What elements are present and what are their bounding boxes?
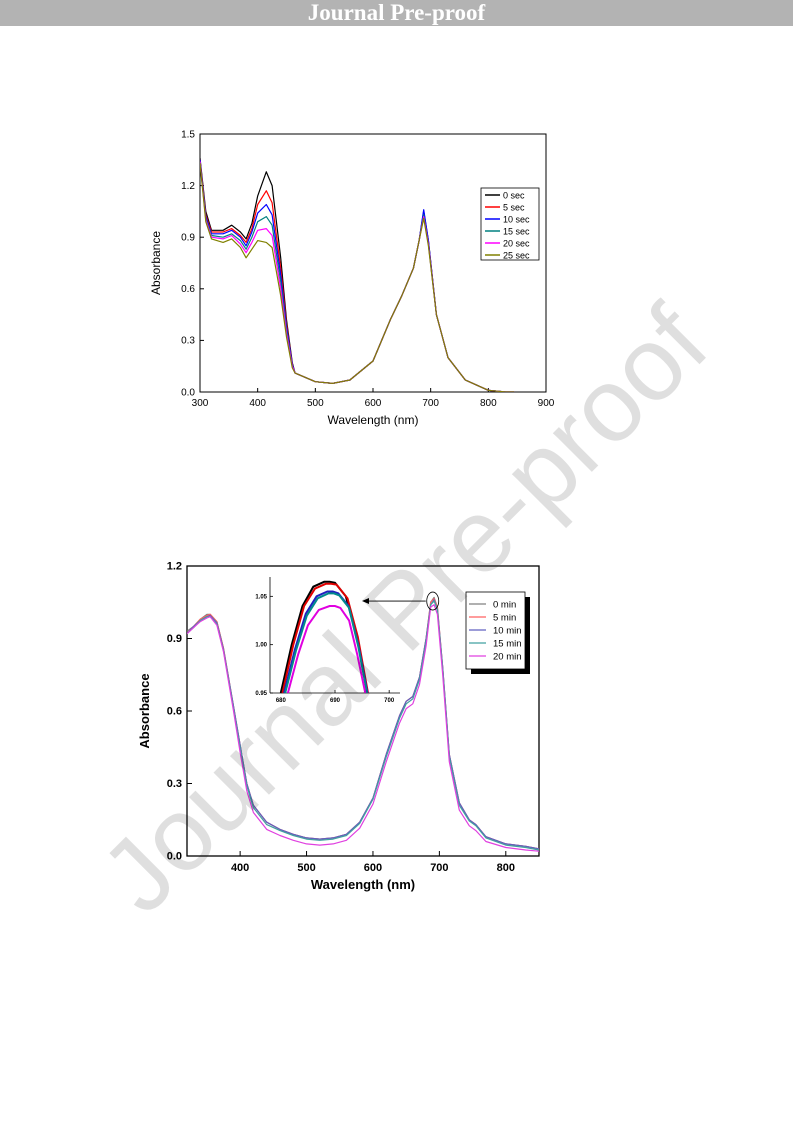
y-axis-label: Absorbance (149, 231, 163, 295)
series-group (200, 158, 515, 392)
legend-box (480, 187, 540, 261)
series-line-5-sec (200, 159, 515, 392)
y-tick-label: 1.2 (167, 561, 182, 573)
x-tick-label: 700 (430, 862, 448, 874)
inset-x-tick-label: 700 (384, 698, 395, 704)
x-tick-label: 400 (249, 398, 266, 409)
series-line-25-sec (200, 163, 515, 392)
x-tick-label: 400 (231, 862, 249, 874)
legend-label: 25 sec (503, 251, 530, 261)
legend-label: 0 sec (503, 191, 525, 201)
y-tick-label: 0.6 (181, 284, 195, 295)
legend-label: 10 min (493, 626, 522, 637)
x-tick-label: 500 (297, 862, 315, 874)
legend-label: 20 min (493, 652, 522, 663)
y-tick-label: 1.5 (181, 129, 195, 140)
plot-frame (199, 133, 547, 393)
x-tick-label: 600 (365, 398, 382, 409)
y-tick-label: 0.9 (167, 633, 182, 645)
series-line-10-sec (200, 159, 515, 392)
inset-y-tick-label: 1.05 (255, 594, 267, 600)
legend-label: 5 sec (503, 203, 525, 213)
inset-series-line-0-min (279, 580, 369, 694)
y-tick-label: 0.3 (167, 778, 182, 790)
x-tick-label: 600 (364, 862, 382, 874)
x-tick-label: 800 (480, 398, 497, 409)
y-tick-label: 0.6 (167, 706, 182, 718)
legend-label: 20 sec (503, 239, 530, 249)
inset-series-line-5-min (281, 582, 369, 694)
series-line-15-sec (200, 161, 515, 392)
inset-y-tick-label: 1.00 (255, 643, 267, 649)
chart-absorbance-seconds: 300 400 500 600 700 800 900 0.0 0.3 0.6 0.9 1.2 1.5 W… (149, 129, 555, 427)
x-tick-label: 500 (307, 398, 324, 409)
x-tick-label: 800 (497, 862, 515, 874)
series-line-20-min (187, 604, 539, 852)
y-tick-label: 0.0 (167, 851, 182, 863)
x-tick-label: 900 (538, 398, 555, 409)
y-axis-label: Absorbance (137, 673, 152, 748)
legend-label: 10 sec (503, 215, 530, 225)
y-tick-label: 1.2 (181, 181, 195, 192)
inset-y-tick-label: 0.95 (255, 691, 267, 697)
legend-label: 15 min (493, 639, 522, 650)
peak-highlight-circle (426, 591, 440, 611)
series-line-20-sec (200, 161, 515, 392)
x-tick-label: 700 (422, 398, 439, 409)
inset-x-tick-label: 690 (330, 698, 341, 704)
y-tick-label: 0.0 (181, 387, 195, 398)
x-axis-label: Wavelength (nm) (311, 877, 415, 892)
inset-arrow-head (362, 598, 369, 605)
legend-label: 15 sec (503, 227, 530, 237)
inset-x-tick-label: 680 (276, 698, 287, 704)
x-axis-label: Wavelength (nm) (328, 413, 419, 427)
inset-series-line-15-min (284, 592, 368, 694)
legend-label: 5 min (493, 613, 516, 624)
x-tick-label: 300 (192, 398, 209, 409)
y-tick-label: 0.9 (181, 233, 195, 244)
series-group (187, 596, 539, 852)
legend-label: 0 min (493, 600, 516, 611)
chart-absorbance-minutes: 400 500 600 700 800 0.0 0.3 0.6 0.9 1.2 Wavelength… (137, 561, 540, 892)
series-line-0-sec (200, 158, 515, 392)
journal-banner: Journal Pre-proof (0, 0, 793, 26)
inset-series-line-20-min (286, 605, 367, 694)
y-tick-label: 0.3 (181, 336, 195, 347)
